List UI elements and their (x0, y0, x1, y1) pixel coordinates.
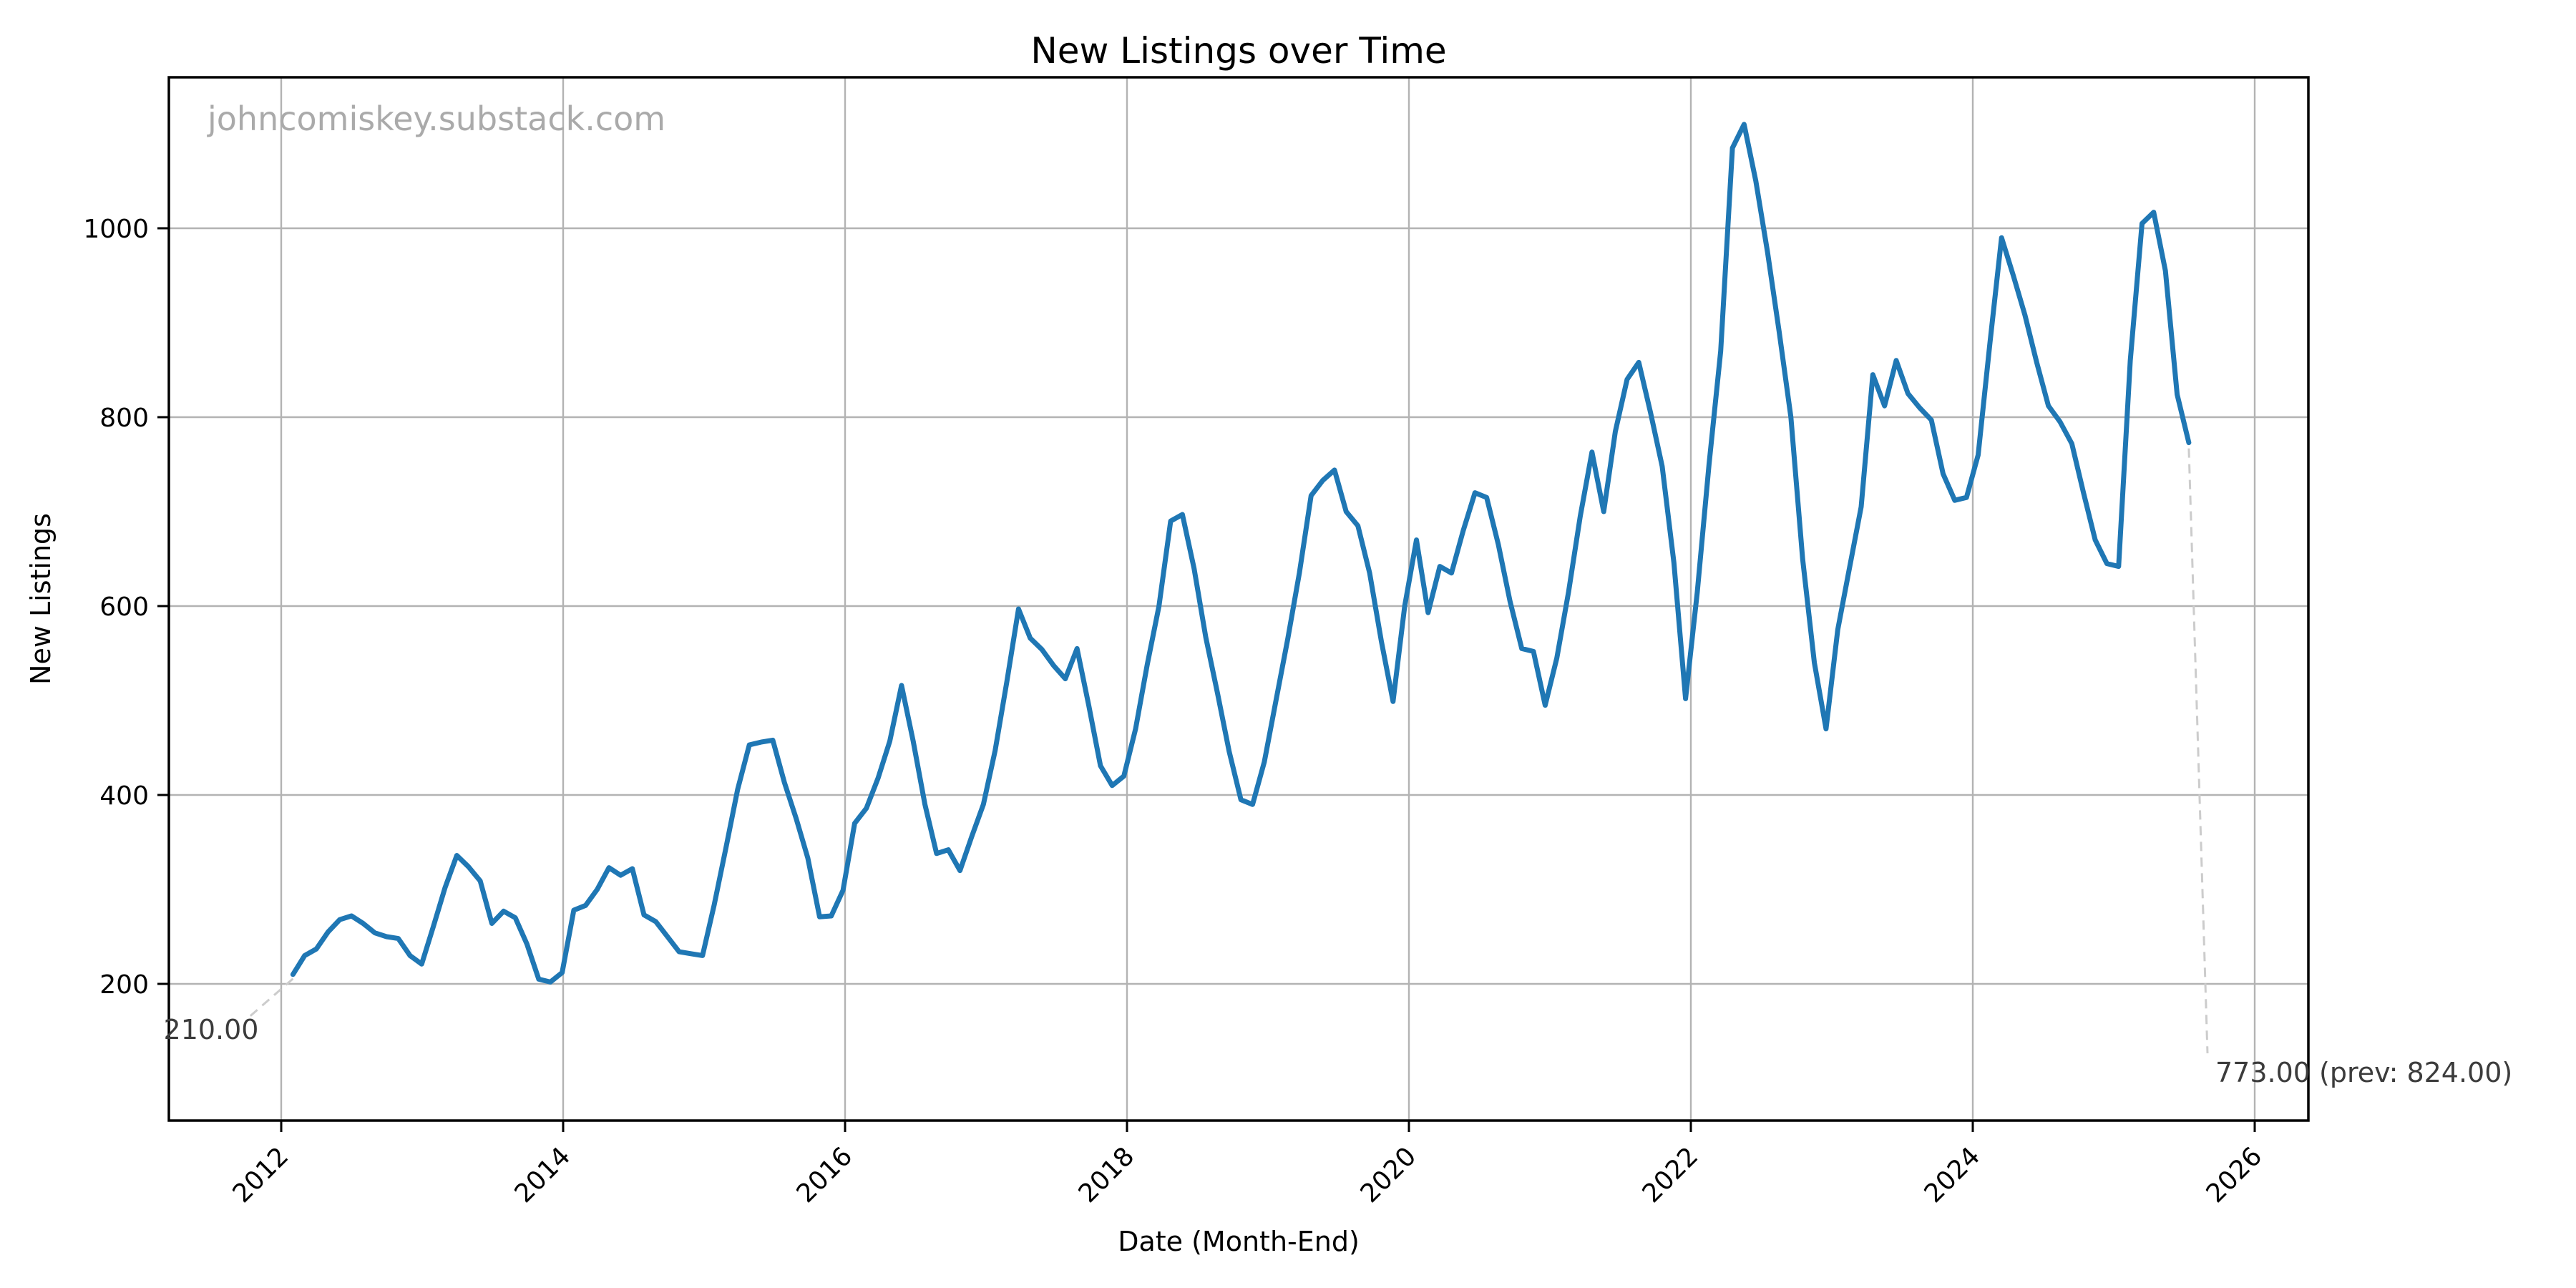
annotation-connector-start (246, 977, 294, 1020)
x-tick-label-2014: 2014 (509, 1141, 577, 1209)
y-axis-label: New Listings (25, 513, 57, 685)
annotation-connectors (246, 448, 2209, 1054)
x-tick-label-2026: 2026 (2201, 1141, 2268, 1209)
y-tick-label-400: 400 (99, 781, 149, 811)
annotation-end-value: 773.00 (prev: 824.00) (2215, 1057, 2512, 1088)
annotation-start-value: 210.00 (164, 1014, 259, 1045)
x-tick-label-2016: 2016 (791, 1141, 859, 1209)
x-axis-ticks: 2012 2014 2016 2018 2020 2022 2024 2026 (228, 1121, 2268, 1209)
x-tick-label-2012: 2012 (228, 1141, 295, 1209)
y-tick-label-600: 600 (99, 592, 149, 622)
watermark: johncomiskey.substack.com (207, 99, 665, 138)
y-axis-ticks: 200 400 600 800 1000 (83, 215, 169, 1000)
y-tick-label-800: 800 (99, 404, 149, 433)
plot-border (167, 76, 2310, 1122)
annotation-connector-end (2187, 448, 2209, 1054)
series-group (290, 122, 2192, 985)
y-tick-label-200: 200 (99, 970, 149, 1000)
x-axis-label: Date (Month-End) (1118, 1226, 1360, 1257)
y-tick-label-1000: 1000 (83, 215, 149, 244)
x-tick-label-2018: 2018 (1073, 1141, 1141, 1209)
grid-lines (169, 77, 2308, 1121)
x-tick-label-2024: 2024 (1919, 1141, 1986, 1209)
chart-title: New Listings over Time (1030, 30, 1446, 72)
plot-area (169, 77, 2308, 1121)
series-line-new-listings (290, 122, 2192, 985)
x-tick-label-2022: 2022 (1637, 1141, 1704, 1209)
x-tick-label-2020: 2020 (1355, 1141, 1423, 1209)
